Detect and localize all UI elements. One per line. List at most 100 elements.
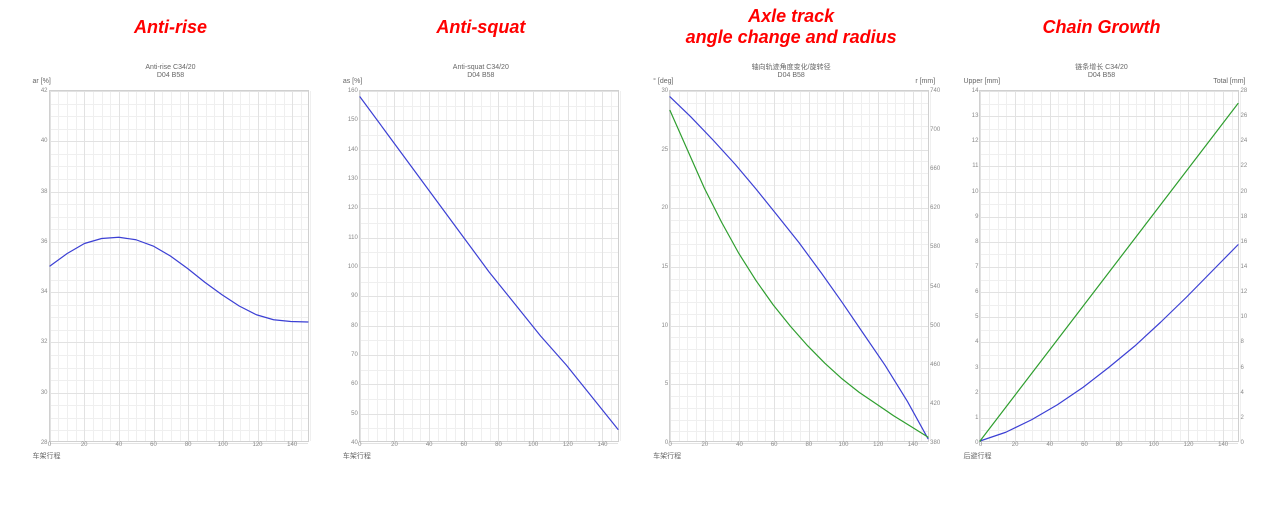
- y-tick-label-right: 620: [930, 205, 940, 211]
- y-tick-label: 30: [41, 390, 48, 396]
- y-axis-label-left: Upper [mm]: [963, 78, 1000, 85]
- y-tick-label: 3: [975, 365, 978, 371]
- y-axis-label-left: as [%]: [343, 78, 362, 85]
- y-axis-label-left: ° [deg]: [653, 78, 673, 85]
- y-tick-label: 160: [348, 88, 358, 94]
- plot-area: 2830323436384042020406080100120140: [49, 90, 309, 442]
- chart-chain-growth: 链条增长 C34/20 D04 B58Upper [mm]Total [mm]后…: [951, 62, 1251, 462]
- x-tick-label: 20: [81, 442, 88, 448]
- y-tick-label: 130: [348, 176, 358, 182]
- y-tick-label: 32: [41, 339, 48, 345]
- y-tick-label: 110: [348, 235, 358, 241]
- y-tick-label: 1: [975, 415, 978, 421]
- y-tick-label-right: 24: [1240, 138, 1247, 144]
- y-tick-label: 25: [661, 147, 668, 153]
- x-tick-label: 80: [805, 442, 812, 448]
- series-anti-squat: [360, 97, 618, 430]
- y-tick-label-right: 22: [1240, 163, 1247, 169]
- chart-axle-track: 轴向轨迹角度变化/旋转径 D04 B58° [deg]r [mm]车架行程051…: [641, 62, 941, 462]
- x-tick-label: 120: [873, 442, 883, 448]
- x-axis-label: 后避行程: [963, 451, 991, 461]
- y-tick-label: 20: [661, 205, 668, 211]
- y-tick-label: 28: [41, 440, 48, 446]
- x-tick-label: 40: [115, 442, 122, 448]
- y-tick-label: 150: [348, 117, 358, 123]
- x-tick-label: 60: [460, 442, 467, 448]
- y-tick-label: 38: [41, 189, 48, 195]
- y-tick-label: 140: [348, 147, 358, 153]
- y-tick-label-right: 460: [930, 362, 940, 368]
- x-tick-label: 60: [150, 442, 157, 448]
- y-tick-label-right: 540: [930, 284, 940, 290]
- y-tick-label: 10: [972, 189, 979, 195]
- y-tick-label-right: 700: [930, 127, 940, 133]
- y-tick-label-right: 18: [1240, 214, 1247, 220]
- grid-line: [930, 91, 931, 441]
- y-tick-label: 80: [351, 323, 358, 329]
- plot-area: 0510152025300204060801001201403804204605…: [669, 90, 929, 442]
- y-tick-label: 90: [351, 293, 358, 299]
- y-tick-label: 40: [41, 138, 48, 144]
- series-anti-rise: [50, 237, 308, 322]
- series-upper: [980, 245, 1238, 441]
- x-tick-label: 0: [668, 442, 671, 448]
- y-tick-label-right: 14: [1240, 264, 1247, 270]
- panel-axle-track: Axle track angle change and radius 轴向轨迹角度…: [639, 0, 944, 522]
- y-tick-label-right: 12: [1240, 289, 1247, 295]
- x-tick-label: 140: [908, 442, 918, 448]
- panel-title-chain-growth: Chain Growth: [1042, 0, 1160, 54]
- y-tick-label-right: 660: [930, 166, 940, 172]
- series-layer: [980, 91, 1238, 441]
- y-tick-label: 34: [41, 289, 48, 295]
- y-tick-label: 36: [41, 239, 48, 245]
- x-tick-label: 60: [771, 442, 778, 448]
- grid-line-major: [980, 443, 1238, 444]
- y-tick-label: 2: [975, 390, 978, 396]
- x-tick-label: 20: [701, 442, 708, 448]
- y-tick-label: 70: [351, 352, 358, 358]
- y-tick-label: 42: [41, 88, 48, 94]
- y-tick-label: 100: [348, 264, 358, 270]
- chart-anti-rise: Anti-rise C34/20 D04 B58ar [%]车架行程283032…: [21, 62, 321, 462]
- chart-anti-squat: Anti-squat C34/20 D04 B58as [%]车架行程40506…: [331, 62, 631, 462]
- panel-anti-squat: Anti-squatAnti-squat C34/20 D04 B58as [%…: [328, 0, 633, 522]
- series-total: [980, 103, 1238, 441]
- y-tick-label: 6: [975, 289, 978, 295]
- x-tick-label: 100: [528, 442, 538, 448]
- y-tick-label: 9: [975, 214, 978, 220]
- y-tick-label: 10: [661, 323, 668, 329]
- y-tick-label: 50: [351, 411, 358, 417]
- y-tick-label: 120: [348, 205, 358, 211]
- plot-area: 4050607080901001101201301401501600204060…: [359, 90, 619, 442]
- x-tick-label: 40: [426, 442, 433, 448]
- series-angle-change: [670, 97, 928, 439]
- y-tick-label-right: 26: [1240, 113, 1247, 119]
- y-tick-label: 13: [972, 113, 979, 119]
- y-tick-label-right: 20: [1240, 189, 1247, 195]
- plot-area: 0123456789101112131402040608010012014002…: [979, 90, 1239, 442]
- y-tick-label-right: 16: [1240, 239, 1247, 245]
- y-tick-label-right: 420: [930, 401, 940, 407]
- x-tick-label: 60: [1081, 442, 1088, 448]
- x-tick-label: 40: [736, 442, 743, 448]
- x-tick-label: 100: [838, 442, 848, 448]
- y-tick-label: 30: [661, 88, 668, 94]
- x-tick-label: 140: [597, 442, 607, 448]
- y-tick-label: 11: [972, 163, 978, 169]
- y-tick-label: 60: [351, 381, 358, 387]
- y-tick-label-right: 740: [930, 88, 940, 94]
- x-tick-label: 140: [1218, 442, 1228, 448]
- series-layer: [50, 91, 308, 441]
- y-tick-label-right: 500: [930, 323, 940, 329]
- x-tick-label: 40: [1046, 442, 1053, 448]
- y-tick-label: 14: [972, 88, 979, 94]
- panel-title-axle-track: Axle track angle change and radius: [686, 0, 897, 54]
- x-tick-label: 0: [979, 442, 982, 448]
- panel-anti-rise: Anti-riseAnti-rise C34/20 D04 B58ar [%]车…: [18, 0, 323, 522]
- panel-chain-growth: Chain Growth链条增长 C34/20 D04 B58Upper [mm…: [949, 0, 1254, 522]
- y-tick-label: 15: [661, 264, 668, 270]
- y-tick-label: 4: [975, 339, 978, 345]
- grid-line-major: [50, 443, 308, 444]
- y-tick-label-right: 8: [1240, 339, 1243, 345]
- y-tick-label: 7: [975, 264, 978, 270]
